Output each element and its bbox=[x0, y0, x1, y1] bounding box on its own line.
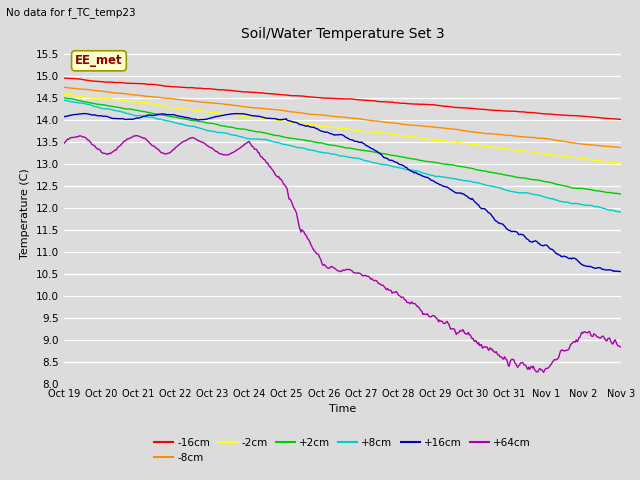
+8cm bbox=[204, 128, 211, 133]
+8cm bbox=[159, 117, 166, 123]
Y-axis label: Temperature (C): Temperature (C) bbox=[20, 168, 30, 259]
+16cm bbox=[480, 206, 488, 212]
-16cm bbox=[432, 102, 440, 108]
-8cm bbox=[159, 95, 166, 101]
+2cm bbox=[312, 139, 320, 145]
+2cm bbox=[432, 160, 440, 166]
+2cm bbox=[479, 168, 487, 174]
-2cm bbox=[159, 103, 166, 108]
+16cm bbox=[60, 114, 68, 120]
+64cm bbox=[480, 344, 488, 349]
-16cm bbox=[204, 86, 211, 92]
+2cm bbox=[388, 153, 396, 158]
+8cm bbox=[432, 174, 440, 180]
Line: +8cm: +8cm bbox=[64, 100, 621, 212]
+2cm bbox=[60, 95, 68, 101]
-2cm bbox=[388, 132, 396, 137]
+16cm bbox=[159, 111, 166, 117]
-16cm bbox=[479, 107, 487, 112]
-8cm bbox=[617, 145, 625, 151]
+64cm bbox=[540, 370, 547, 375]
X-axis label: Time: Time bbox=[329, 405, 356, 414]
-16cm bbox=[312, 95, 320, 100]
+2cm bbox=[159, 112, 166, 118]
-8cm bbox=[432, 124, 440, 130]
Text: No data for f_TC_temp23: No data for f_TC_temp23 bbox=[6, 7, 136, 18]
-16cm bbox=[388, 99, 396, 105]
+16cm bbox=[389, 158, 397, 164]
+8cm bbox=[388, 163, 396, 169]
+64cm bbox=[204, 143, 212, 149]
Title: Soil/Water Temperature Set 3: Soil/Water Temperature Set 3 bbox=[241, 27, 444, 41]
-2cm bbox=[432, 137, 440, 143]
Line: +16cm: +16cm bbox=[64, 113, 621, 272]
+2cm bbox=[204, 120, 211, 126]
+64cm bbox=[389, 289, 397, 295]
-16cm bbox=[60, 75, 68, 81]
+16cm bbox=[232, 110, 240, 116]
+16cm bbox=[433, 180, 440, 186]
+64cm bbox=[617, 344, 625, 349]
-16cm bbox=[159, 83, 166, 88]
+8cm bbox=[312, 148, 320, 154]
+64cm bbox=[60, 141, 68, 146]
+2cm bbox=[617, 191, 625, 197]
+16cm bbox=[617, 269, 625, 275]
Text: EE_met: EE_met bbox=[75, 54, 123, 67]
+16cm bbox=[204, 116, 211, 122]
-16cm bbox=[617, 117, 625, 122]
Line: -8cm: -8cm bbox=[64, 87, 621, 148]
Line: +64cm: +64cm bbox=[64, 136, 621, 372]
Line: +2cm: +2cm bbox=[64, 98, 621, 194]
+16cm bbox=[313, 126, 321, 132]
-8cm bbox=[60, 84, 68, 90]
+64cm bbox=[313, 251, 321, 257]
+64cm bbox=[132, 133, 140, 139]
+64cm bbox=[159, 150, 167, 156]
-8cm bbox=[312, 112, 320, 118]
-2cm bbox=[204, 109, 211, 115]
Line: -16cm: -16cm bbox=[64, 78, 621, 120]
-2cm bbox=[60, 91, 68, 97]
-8cm bbox=[479, 131, 487, 136]
-8cm bbox=[204, 100, 211, 106]
-2cm bbox=[312, 122, 320, 128]
-2cm bbox=[617, 160, 625, 166]
+8cm bbox=[617, 209, 625, 215]
+8cm bbox=[60, 97, 68, 103]
+64cm bbox=[433, 315, 440, 321]
-2cm bbox=[479, 143, 487, 149]
Legend: -16cm, -8cm, -2cm, +2cm, +8cm, +16cm, +64cm: -16cm, -8cm, -2cm, +2cm, +8cm, +16cm, +6… bbox=[150, 433, 534, 467]
-8cm bbox=[388, 120, 396, 126]
+8cm bbox=[479, 181, 487, 187]
Line: -2cm: -2cm bbox=[64, 94, 621, 163]
